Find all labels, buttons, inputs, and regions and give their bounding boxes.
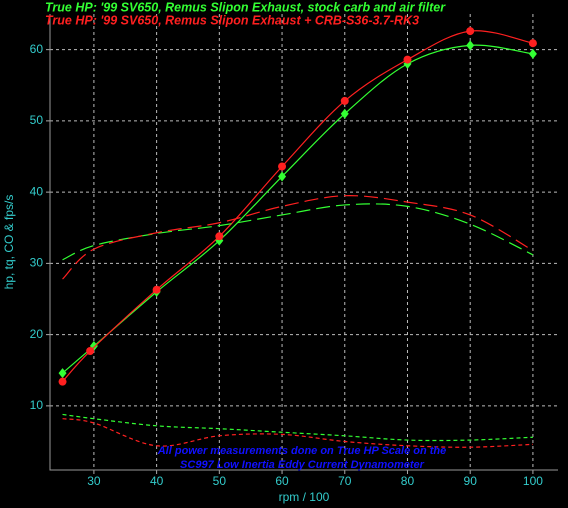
x-axis-label: rpm / 100 bbox=[279, 490, 330, 504]
x-tick-label: 50 bbox=[213, 474, 227, 488]
point-marker bbox=[215, 232, 224, 241]
y-tick-label: 20 bbox=[30, 327, 44, 341]
point-marker bbox=[278, 171, 287, 182]
series-line bbox=[62, 44, 533, 374]
y-axis-label: hp, tq, CO & fps/s bbox=[2, 195, 16, 290]
point-marker bbox=[403, 55, 412, 64]
x-tick-label: 80 bbox=[401, 474, 415, 488]
point-marker bbox=[340, 96, 349, 105]
point-marker bbox=[58, 368, 67, 379]
series-line bbox=[62, 418, 533, 448]
axis bbox=[49, 14, 558, 471]
x-tick-label: 40 bbox=[150, 474, 164, 488]
x-tick-label: 60 bbox=[275, 474, 289, 488]
point-marker bbox=[466, 40, 475, 51]
y-tick-label: 40 bbox=[30, 184, 44, 198]
series-line bbox=[62, 413, 533, 442]
point-marker bbox=[528, 39, 537, 48]
point-marker bbox=[466, 27, 475, 36]
point-marker bbox=[340, 108, 349, 119]
heading: True HP: '99 SV650, Remus Slipon Exhaust… bbox=[45, 0, 446, 14]
series-line bbox=[62, 30, 534, 383]
x-tick-label: 100 bbox=[523, 474, 543, 488]
heading: True HP: '99 SV650, Remus Slipon Exhaust… bbox=[45, 13, 419, 27]
y-tick-label: 50 bbox=[30, 113, 44, 127]
point-marker bbox=[86, 347, 95, 356]
point-marker bbox=[152, 285, 161, 294]
y-tick-label: 10 bbox=[30, 398, 44, 412]
x-tick-label: 30 bbox=[87, 474, 101, 488]
x-tick-label: 70 bbox=[338, 474, 352, 488]
plot: 10 20 30 40 50 60 30 40 50 60 70 80 90 100 bbox=[30, 14, 558, 488]
series-line bbox=[62, 203, 534, 261]
annotation: All power measurements done on True HP S… bbox=[157, 445, 447, 457]
x-tick-label: 90 bbox=[464, 474, 478, 488]
point-marker bbox=[58, 377, 67, 386]
y-tick-label: 30 bbox=[30, 256, 44, 270]
series-line bbox=[62, 195, 534, 280]
point-marker bbox=[528, 48, 537, 59]
annotation: SC997 Low Inertia Eddy Current Dynamomet… bbox=[180, 459, 425, 471]
point-marker bbox=[278, 162, 287, 171]
y-tick-label: 60 bbox=[30, 42, 44, 56]
